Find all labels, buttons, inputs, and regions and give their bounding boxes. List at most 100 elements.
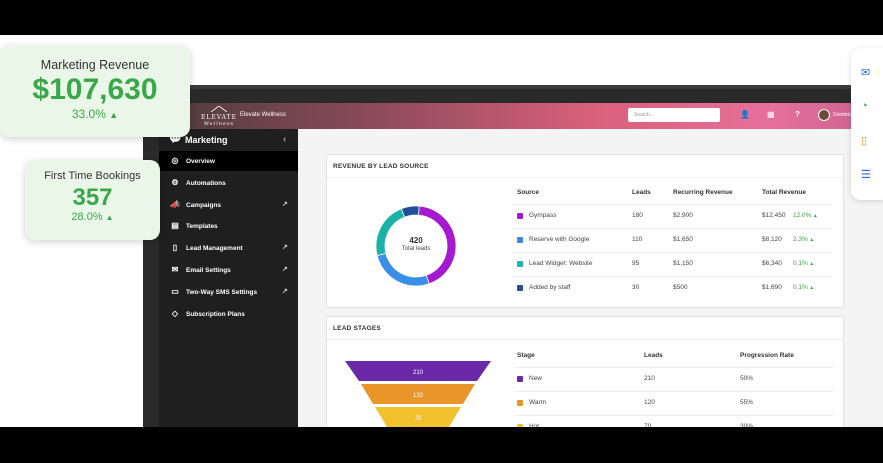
stage-stage: Hot — [529, 423, 540, 427]
kpi-change: 33.0% — [71, 107, 106, 121]
chat-bubble-icon[interactable]: ◔ — [861, 100, 868, 112]
roof-icon — [210, 105, 228, 113]
lead-stages-card: LEAD STAGES 210 120 70 Stage Leads Progr… — [326, 316, 844, 427]
total-value: $1,690 — [762, 284, 782, 291]
sidebar-item[interactable]: 📣 Campaigns ↗ — [159, 195, 298, 215]
source-name: Added by staff — [529, 284, 571, 291]
sidebar-item-label: Overview — [186, 158, 215, 165]
collapse-chevron-icon[interactable]: ‹ — [283, 134, 287, 145]
kpi-value: $107,630 — [32, 73, 158, 106]
up-arrow-icon: ▲ — [807, 285, 815, 291]
col-leads[interactable]: Leads — [644, 352, 663, 359]
sidebar-item[interactable]: ✉ Email Settings ↗ — [159, 260, 298, 280]
recurring-value: $1,150 — [673, 260, 693, 267]
phone-icon[interactable]: ▯ — [861, 135, 868, 147]
external-link-icon[interactable]: ↗ — [282, 244, 288, 252]
pct-text: 2.3% — [793, 236, 808, 243]
top-bar: ELEVATE Wellness Elevate Wellness Search… — [147, 103, 883, 129]
sidebar-item-label: Templates — [186, 223, 218, 231]
col-leads[interactable]: Leads — [632, 189, 651, 196]
sidebar-item[interactable]: ⚙ Automations — [159, 173, 298, 193]
kpi-first-time-bookings: First Time Bookings 357 28.0% ▲ — [25, 160, 160, 240]
col-source[interactable]: Source — [517, 189, 540, 196]
user-name[interactable]: Dominic — [833, 112, 852, 118]
total-value: $8,120 — [762, 236, 782, 243]
card-title: REVENUE BY LEAD SOURCE — [333, 163, 429, 170]
funnel-stage-warm — [361, 384, 475, 404]
add-user-icon[interactable]: 👤 — [740, 110, 750, 119]
kpi-marketing-revenue: Marketing Revenue $107,630 33.0% ▲ — [0, 45, 190, 137]
sidebar-item[interactable]: ▭ Two-Way SMS Settings ↗ — [159, 282, 298, 302]
external-link-icon[interactable]: ↗ — [282, 200, 288, 208]
funnel-stage-hot — [375, 407, 461, 427]
checklist-icon[interactable]: ☰ — [861, 169, 871, 181]
stage-rate: 55% — [740, 399, 754, 406]
donut-total: 420 — [409, 236, 423, 245]
total-value: $6,340 — [762, 260, 782, 267]
change-pct: 2.3% ▲ — [793, 236, 814, 243]
up-arrow-icon: ▲ — [811, 213, 818, 219]
sidebar-item-label: Automations — [186, 179, 226, 187]
recurring-value: $500 — [673, 284, 688, 291]
sidebar-item-label: Lead Management — [186, 245, 243, 253]
document-icon: ▯ — [172, 243, 178, 253]
avatar[interactable] — [818, 109, 830, 121]
search-input[interactable]: Search... — [628, 108, 720, 122]
recurring-value: $1,650 — [673, 236, 693, 243]
sidebar-item-label: Email Settings — [186, 267, 231, 274]
stage-rate: 30% — [740, 423, 754, 427]
brand-logo: ELEVATE Wellness — [201, 105, 238, 128]
funnel-label: 120 — [413, 393, 424, 399]
legend-swatch — [517, 400, 523, 406]
brand-name: Elevate Wellness — [240, 112, 286, 118]
app-window: ELEVATE Wellness Elevate Wellness Search… — [143, 85, 883, 427]
up-arrow-icon: ▲ — [807, 237, 815, 243]
stage-leads: 70 — [644, 423, 652, 427]
up-arrow-icon: ▲ — [109, 110, 119, 120]
col-recurring[interactable]: Recurring Revenue — [673, 189, 733, 196]
legend-swatch — [517, 261, 523, 267]
sms-icon: ▭ — [171, 286, 179, 296]
calendar-icon[interactable]: ▦ — [767, 110, 775, 119]
mail-icon[interactable]: ✉ — [861, 67, 871, 79]
leads-value: 95 — [632, 260, 640, 267]
kpi-change: 28.0% — [71, 211, 103, 223]
robot-icon: ⚙ — [171, 177, 179, 187]
total-value: $12,450 — [762, 212, 786, 219]
sidebar-item[interactable]: ▤ Templates — [159, 216, 298, 236]
col-stage[interactable]: Stage — [517, 352, 535, 359]
external-link-icon[interactable]: ↗ — [282, 266, 288, 273]
kpi-value: 357 — [72, 184, 113, 211]
megaphone-icon: 📣 — [170, 199, 180, 209]
leads-value: 110 — [632, 236, 643, 243]
envelope-icon: ✉ — [171, 265, 179, 274]
donut-chart — [375, 205, 457, 287]
funnel-label: 210 — [413, 370, 424, 376]
help-icon[interactable]: ? — [795, 110, 800, 119]
logo-text: ELEVATE — [201, 114, 238, 121]
change-pct: 0.1% ▲ — [793, 260, 814, 267]
source-name: Lead Widget: Website — [529, 260, 593, 267]
stage-stage: New — [529, 375, 543, 382]
pct-text: 12.0% — [793, 212, 812, 219]
pct-text: 0.1% — [793, 260, 808, 267]
legend-swatch — [517, 424, 523, 427]
chat-icon: 💬 — [169, 134, 182, 145]
legend-swatch — [517, 237, 523, 243]
col-total[interactable]: Total Revenue — [762, 189, 806, 196]
sidebar-item[interactable]: ◇ Subscription Plans — [159, 304, 298, 324]
external-link-icon[interactable]: ↗ — [282, 287, 288, 295]
donut-label: Total leads — [401, 246, 431, 252]
sidebar-item[interactable]: ◎ Overview — [159, 151, 298, 171]
col-rate[interactable]: Progression Rate — [740, 352, 794, 359]
sidebar-title: Marketing — [185, 135, 228, 145]
change-pct: 12.0% ▲ — [793, 212, 818, 219]
up-arrow-icon: ▲ — [807, 261, 815, 267]
legend-swatch — [517, 376, 523, 382]
donut-slice[interactable] — [400, 205, 420, 218]
donut-slice[interactable] — [376, 252, 430, 287]
stage-leads: 210 — [644, 375, 655, 382]
pct-text: 0.1% — [793, 284, 808, 291]
sidebar-item[interactable]: ▯ Lead Management ↗ — [159, 238, 298, 258]
revenue-by-source-card: REVENUE BY LEAD SOURCE 420 Total leads S… — [326, 154, 844, 308]
